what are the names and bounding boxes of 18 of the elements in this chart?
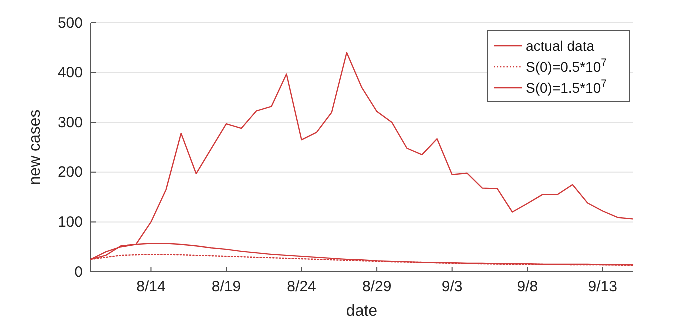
legend-label: S(0)=1.5*10$^{7}$: [526, 78, 608, 96]
y-axis-title: new cases: [27, 110, 44, 186]
x-tick-label: 8/14: [136, 278, 166, 296]
x-tick-label: 8/24: [287, 278, 316, 296]
x-tick-label: 8/29: [362, 278, 392, 296]
legend-label: actual data: [526, 38, 595, 54]
x-axis-title: date: [346, 303, 378, 320]
x-tick-label: 8/19: [212, 278, 242, 296]
y-tick-label: 200: [58, 164, 83, 182]
y-tick-label: 100: [58, 214, 83, 231]
y-tick-label: 0: [74, 264, 83, 281]
y-tick-label: 500: [58, 14, 83, 32]
x-tick-label: 9/3: [442, 278, 463, 296]
y-tick-label: 400: [58, 64, 83, 82]
x-tick-label: 9/8: [517, 278, 538, 296]
legend-label: S(0)=0.5*10$^{7}$: [526, 57, 608, 75]
y-tick-label: 300: [58, 114, 83, 132]
x-tick-label: 9/13: [588, 278, 618, 296]
